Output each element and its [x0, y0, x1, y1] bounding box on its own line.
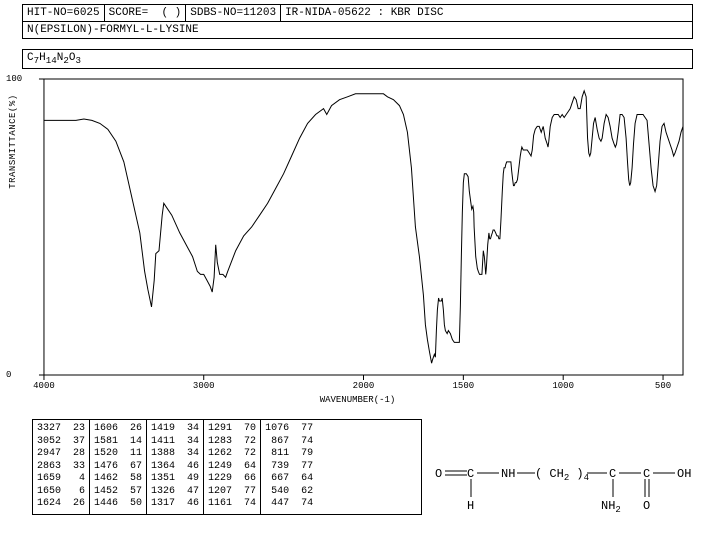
svg-text:OH: OH [677, 467, 691, 481]
peak-column: 1419 34 1411 34 1388 34 1364 46 1351 49 … [147, 420, 204, 514]
svg-text:C: C [467, 467, 474, 481]
xtick-label: 2000 [353, 381, 375, 391]
formula: C7H14N2O3 [22, 49, 693, 69]
ytick-label: 0 [6, 370, 11, 380]
peak-table: 3327 23 3052 37 2947 28 2863 33 1659 4 1… [32, 419, 422, 515]
svg-text:( CH2 )4: ( CH2 )4 [535, 467, 589, 483]
svg-text:NH2: NH2 [601, 499, 621, 515]
peak-column: 3327 23 3052 37 2947 28 2863 33 1659 4 1… [33, 420, 90, 514]
peak-column: 1076 77 867 74 811 79 739 77 667 64 540 … [261, 420, 317, 514]
xtick-label: 4000 [33, 381, 55, 391]
compound-name: N(EPSILON)-FORMYL-L-LYSINE [22, 22, 693, 39]
svg-text:H: H [467, 499, 474, 513]
ir-label: IR-NIDA-05622 : KBR DISC [285, 7, 443, 19]
hit-no-label: HIT-NO= [27, 7, 73, 19]
svg-text:O: O [643, 499, 650, 513]
y-axis-label: TRANSMITTANCE(%) [8, 95, 18, 189]
xtick-label: 500 [655, 381, 671, 391]
header-row: HIT-NO=6025 SCORE= ( ) SDBS-NO=11203 IR-… [22, 4, 693, 22]
score-cell: SCORE= ( ) [105, 5, 187, 21]
svg-text:C: C [643, 467, 650, 481]
peak-column: 1606 26 1581 14 1520 11 1476 67 1462 58 … [90, 420, 147, 514]
score-value: ( ) [161, 7, 181, 19]
score-label: SCORE= [109, 7, 149, 19]
peak-column: 1291 70 1283 72 1262 72 1249 64 1229 66 … [204, 420, 261, 514]
sdbs-label: SDBS-NO= [190, 7, 243, 19]
ytick-label: 100 [6, 74, 22, 84]
xtick-label: 1500 [453, 381, 475, 391]
sdbs-value: 11203 [243, 7, 276, 19]
xtick-label: 3000 [193, 381, 215, 391]
sdbs-cell: SDBS-NO=11203 [186, 5, 281, 21]
spectrum-line [44, 91, 683, 363]
svg-text:O: O [435, 467, 442, 481]
ir-spectrum-chart: TRANSMITTANCE(%) WAVENUMBER(-1) 100 0 40… [22, 71, 693, 401]
svg-text:NH: NH [501, 467, 515, 481]
hit-no-value: 6025 [73, 7, 99, 19]
x-axis-label: WAVENUMBER(-1) [320, 395, 396, 405]
structure-diagram: O C H NH ( CH2 )4 C NH2 C O OH [435, 439, 695, 519]
xtick-label: 1000 [552, 381, 574, 391]
svg-text:C: C [609, 467, 616, 481]
chart-svg [22, 71, 693, 401]
ir-cell: IR-NIDA-05622 : KBR DISC [281, 5, 692, 21]
hit-no-cell: HIT-NO=6025 [23, 5, 105, 21]
